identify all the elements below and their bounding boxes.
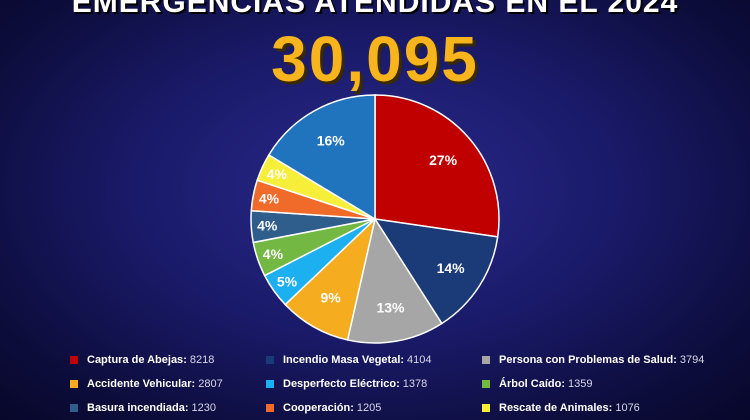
slice-percent-label: 13% <box>376 300 405 316</box>
legend-label: Árbol Caído <box>499 378 562 390</box>
legend-label: Persona con Problemas de Salud <box>499 354 674 366</box>
legend-value: 1359 <box>568 378 593 390</box>
slice-percent-label: 16% <box>317 133 346 149</box>
legend-separator: : <box>608 402 613 414</box>
legend-item: Árbol Caído:1359 <box>482 378 750 390</box>
slice-percent-label: 4% <box>257 218 278 234</box>
legend-swatch <box>266 380 274 388</box>
pie-slice <box>267 94 376 221</box>
slice-percent-label: 4% <box>263 246 284 262</box>
chart-legend: Captura de Abejas:8218 Incendio Masa Vege… <box>70 354 750 414</box>
legend-value: 1205 <box>356 402 382 414</box>
legend-value: 8218 <box>189 354 215 366</box>
slice-percent-label: 4% <box>259 190 280 206</box>
legend-item: Cooperación:1205 <box>266 402 482 414</box>
legend-swatch <box>482 404 490 412</box>
legend-separator: : <box>184 402 189 414</box>
legend-label: Captura de Abejas <box>87 354 184 366</box>
legend-label: Accidente Vehicular <box>87 378 192 390</box>
slice-percent-label: 9% <box>320 289 341 305</box>
legend-item: Persona con Problemas de Salud:3794 <box>482 354 750 366</box>
legend-value: 1230 <box>191 402 216 414</box>
chart-title: EMERGENCIAS ATENDIDAS EN EL 2024 <box>71 0 679 19</box>
pie-slice <box>346 217 443 344</box>
legend-item: Rescate de Animales:1076 <box>482 402 750 414</box>
legend-label: Desperfecto Eléctrico <box>283 378 397 390</box>
legend-value: 4104 <box>407 354 432 366</box>
legend-separator: : <box>350 402 354 414</box>
legend-label: Cooperación <box>283 402 351 414</box>
legend-item: Accidente Vehicular:2807 <box>70 378 266 390</box>
legend-separator: : <box>400 354 405 366</box>
legend-item: Incendio Masa Vegetal:4104 <box>266 354 482 366</box>
legend-value: 3794 <box>679 354 705 366</box>
legend-swatch <box>482 380 490 388</box>
legend-swatch <box>266 356 274 364</box>
legend-label: Rescate de Animales <box>499 402 609 414</box>
slice-percent-label: 14% <box>437 260 466 276</box>
legend-swatch <box>70 356 78 364</box>
total-emergencies: 30,095 <box>271 23 479 95</box>
legend-item: Basura incendiada:1230 <box>70 402 266 414</box>
slice-percent-label: 4% <box>267 166 288 182</box>
legend-label: Basura incendiada <box>87 402 185 414</box>
legend-item: Captura de Abejas:8218 <box>70 354 266 366</box>
slice-percent-label: 27% <box>429 152 458 168</box>
pie-slice <box>374 94 500 238</box>
legend-item: Desperfecto Eléctrico:1378 <box>266 378 482 390</box>
legend-separator: : <box>396 378 400 390</box>
legend-label: Incendio Masa Vegetal <box>283 354 401 366</box>
legend-swatch <box>70 404 78 412</box>
legend-value: 2807 <box>198 378 223 390</box>
slice-percent-label: 5% <box>277 274 298 290</box>
legend-separator: : <box>183 354 187 366</box>
legend-value: 1076 <box>615 402 640 414</box>
legend-separator: : <box>191 378 196 390</box>
pie-slice <box>373 218 499 325</box>
legend-value: 1378 <box>402 378 428 390</box>
legend-separator: : <box>673 354 677 366</box>
legend-swatch <box>482 356 490 364</box>
legend-separator: : <box>561 378 566 390</box>
legend-swatch <box>70 380 78 388</box>
legend-swatch <box>266 404 274 412</box>
